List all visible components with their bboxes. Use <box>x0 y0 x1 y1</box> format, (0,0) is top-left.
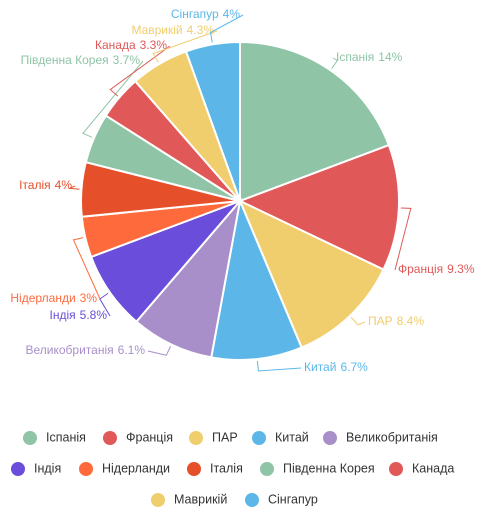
data-label: Китай 6.7% <box>304 360 368 374</box>
leader-line <box>109 45 171 97</box>
data-label: Італія 4% <box>19 178 72 192</box>
legend-marker <box>187 462 201 476</box>
data-label: Канада 3.3% <box>95 38 167 52</box>
legend-label: Індія <box>34 461 61 475</box>
leader-line <box>72 237 101 300</box>
legend-marker <box>260 462 274 476</box>
data-label-category: Канада <box>95 38 136 52</box>
pie-slice <box>237 143 400 271</box>
data-label-value: 6.7% <box>340 360 368 374</box>
data-label-value: 8.4% <box>397 314 425 328</box>
legend-marker <box>323 431 337 445</box>
data-label-category: Італія <box>19 178 51 192</box>
legend-label: ПАР <box>212 430 238 444</box>
legend-marker <box>79 462 93 476</box>
pie-slice <box>210 197 303 361</box>
data-label-value: 3.3% <box>140 38 168 52</box>
legend-label: Франція <box>126 430 173 444</box>
data-label: Великобританія 6.1% <box>26 343 146 357</box>
legend-marker <box>11 462 25 476</box>
data-label-category: Сінгапур <box>171 7 219 21</box>
legend-marker <box>189 431 203 445</box>
leader-line <box>152 30 218 63</box>
data-label-value: 3.7% <box>113 53 141 67</box>
leader-line <box>209 14 244 43</box>
data-label-value: 4% <box>223 7 241 21</box>
legend-marker <box>252 431 266 445</box>
data-label-category: Індія <box>50 308 76 322</box>
legend-label: Італія <box>210 461 243 475</box>
legend: Іспанія Франція ПАР Китай Великобританія Інді… <box>11 430 454 507</box>
data-label: Іспанія 14% <box>336 50 403 64</box>
legend-marker <box>23 431 37 445</box>
legend-label: Іспанія <box>46 430 86 444</box>
data-label-value: 14% <box>378 50 402 64</box>
pie-slice <box>239 40 391 203</box>
leader-line <box>69 185 80 190</box>
pie-slice <box>184 40 241 202</box>
data-label-value: 9.3% <box>447 262 475 276</box>
legend-marker <box>389 462 403 476</box>
legend-label: Канада <box>412 461 454 475</box>
data-label: Франція 9.3% <box>398 262 475 276</box>
leader-line <box>331 57 339 69</box>
legend-label: Великобританія <box>346 430 438 444</box>
data-label: ПАР 8.4% <box>368 314 424 328</box>
leader-line <box>350 317 366 326</box>
data-label-value: 5.8% <box>80 308 108 322</box>
data-label: Південна Корея 3.7% <box>21 53 141 67</box>
legend-marker <box>103 431 117 445</box>
data-label-category: Маврикій <box>131 23 182 37</box>
data-label: Маврикій 4.3% <box>131 23 214 37</box>
data-label-category: Китай <box>304 360 336 374</box>
leader-line <box>394 207 412 271</box>
legend-marker <box>151 493 165 507</box>
leader-line <box>147 346 172 356</box>
legend-label: Маврикій <box>174 492 227 506</box>
legend-label: Сінгапур <box>268 492 318 506</box>
data-label-category: Іспанія <box>336 50 374 64</box>
data-label-value: 6.1% <box>118 343 146 357</box>
data-label-value: 4.3% <box>187 23 215 37</box>
data-label-category: Південна Корея <box>21 53 109 67</box>
data-label-category: ПАР <box>368 314 393 328</box>
data-label-value: 3% <box>80 291 98 305</box>
data-label-category: Франція <box>398 262 443 276</box>
data-label: Індія 5.8% <box>50 308 108 322</box>
legend-label: Нідерланди <box>102 461 170 475</box>
data-label: Сінгапур 4% <box>171 7 240 21</box>
legend-label: Південна Корея <box>283 461 375 475</box>
data-label-category: Нідерланди <box>10 291 75 305</box>
pie-slice <box>238 198 385 349</box>
legend-marker <box>245 493 259 507</box>
leader-line <box>256 361 302 372</box>
data-label: Нідерланди 3% <box>10 291 97 305</box>
data-label-value: 4% <box>55 178 73 192</box>
legend-label: Китай <box>275 430 309 444</box>
data-label-category: Великобританія <box>26 343 114 357</box>
leader-line <box>82 60 144 138</box>
